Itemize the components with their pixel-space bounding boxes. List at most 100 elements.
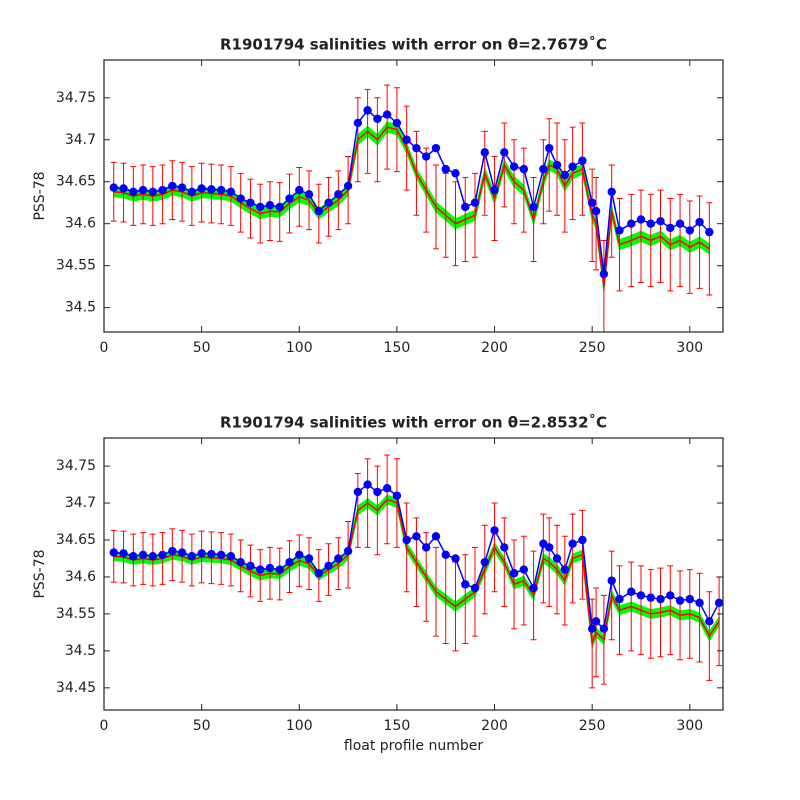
data-point [480,557,489,567]
data-point [470,198,480,207]
data-point [109,183,118,192]
data-point [666,223,675,233]
data-point [343,181,353,191]
data-point [334,190,343,199]
y-tick-label: 34.6 [65,216,96,232]
data-point [615,594,624,604]
data-point [129,552,138,561]
data-point [500,543,509,552]
x-tick-label: 300 [676,340,703,356]
data-point [246,198,255,207]
x-tick-label: 50 [193,340,211,356]
x-tick-label: 100 [286,718,313,734]
data-point [119,184,128,193]
chart-title: R1901794 salinities with error on θ=2.85… [220,414,607,432]
data-point [138,185,148,195]
data-point [470,583,480,593]
data-point [324,561,333,571]
data-point [158,550,167,559]
data-point [578,156,587,165]
data-point [265,563,275,573]
data-point [285,194,294,203]
data-point [451,169,460,178]
data-point [226,187,236,197]
data-point [627,587,636,596]
x-tick-label: 0 [100,718,109,734]
data-point [187,187,197,197]
data-point [285,557,294,567]
data-point [158,185,167,195]
y-tick-label: 34.75 [56,90,96,106]
data-point [705,617,714,626]
data-point [129,187,138,197]
x-axis-label: float profile number [344,738,483,754]
data-point [256,565,265,574]
data-point [343,546,353,556]
data-point [519,565,529,574]
data-point [461,202,470,212]
data-point [207,549,216,559]
data-point [324,198,333,207]
data-point [334,554,343,563]
data-point [539,164,548,174]
data-point [490,526,499,535]
data-point [552,160,562,170]
data-point [451,554,460,563]
plot-area [109,454,723,689]
y-tick-label: 34.6 [65,569,96,585]
data-point [685,594,695,604]
data-point [168,181,177,191]
y-axis-label: PSS-78 [32,549,48,598]
data-point [373,487,382,497]
plot-area [109,84,714,332]
data-point [607,187,616,197]
data-point [119,549,128,558]
data-point [412,532,421,541]
data-point [636,215,646,224]
data-point [509,162,519,171]
y-tick-label: 34.65 [56,174,96,190]
data-point [695,598,704,608]
data-point [236,194,245,203]
y-tick-label: 34.55 [56,258,96,274]
data-point [560,170,570,180]
data-point [599,269,609,279]
x-tick-label: 300 [676,718,703,734]
data-point [607,576,616,585]
y-tick-label: 34.5 [65,643,96,659]
data-point [187,552,197,561]
data-point [695,217,704,227]
data-point [568,162,577,171]
data-point [560,565,570,574]
axes-box [103,59,724,333]
x-tick-label: 200 [481,718,508,734]
data-point [509,569,519,578]
data-point [177,183,187,192]
data-point [714,598,723,608]
data-point [382,484,392,493]
x-tick-label: 200 [481,340,508,356]
data-point [636,591,646,600]
data-point [392,118,402,128]
data-point [402,135,411,144]
data-point [226,552,236,561]
data-point [421,152,431,161]
data-point [138,550,148,559]
data-point [295,550,304,559]
data-point [304,554,314,563]
y-tick-label: 34.7 [65,495,96,511]
data-point [431,143,441,153]
data-point [353,487,363,497]
data-point [412,143,421,153]
x-tick-label: 0 [100,340,109,356]
data-point [197,549,206,558]
data-point [109,548,118,557]
data-point [431,532,441,541]
calibrated-line [113,498,720,644]
data-point [275,565,284,574]
data-point [148,552,158,561]
data-point [519,164,529,174]
data-point [295,185,304,195]
data-point [578,535,587,545]
data-point [599,624,609,633]
